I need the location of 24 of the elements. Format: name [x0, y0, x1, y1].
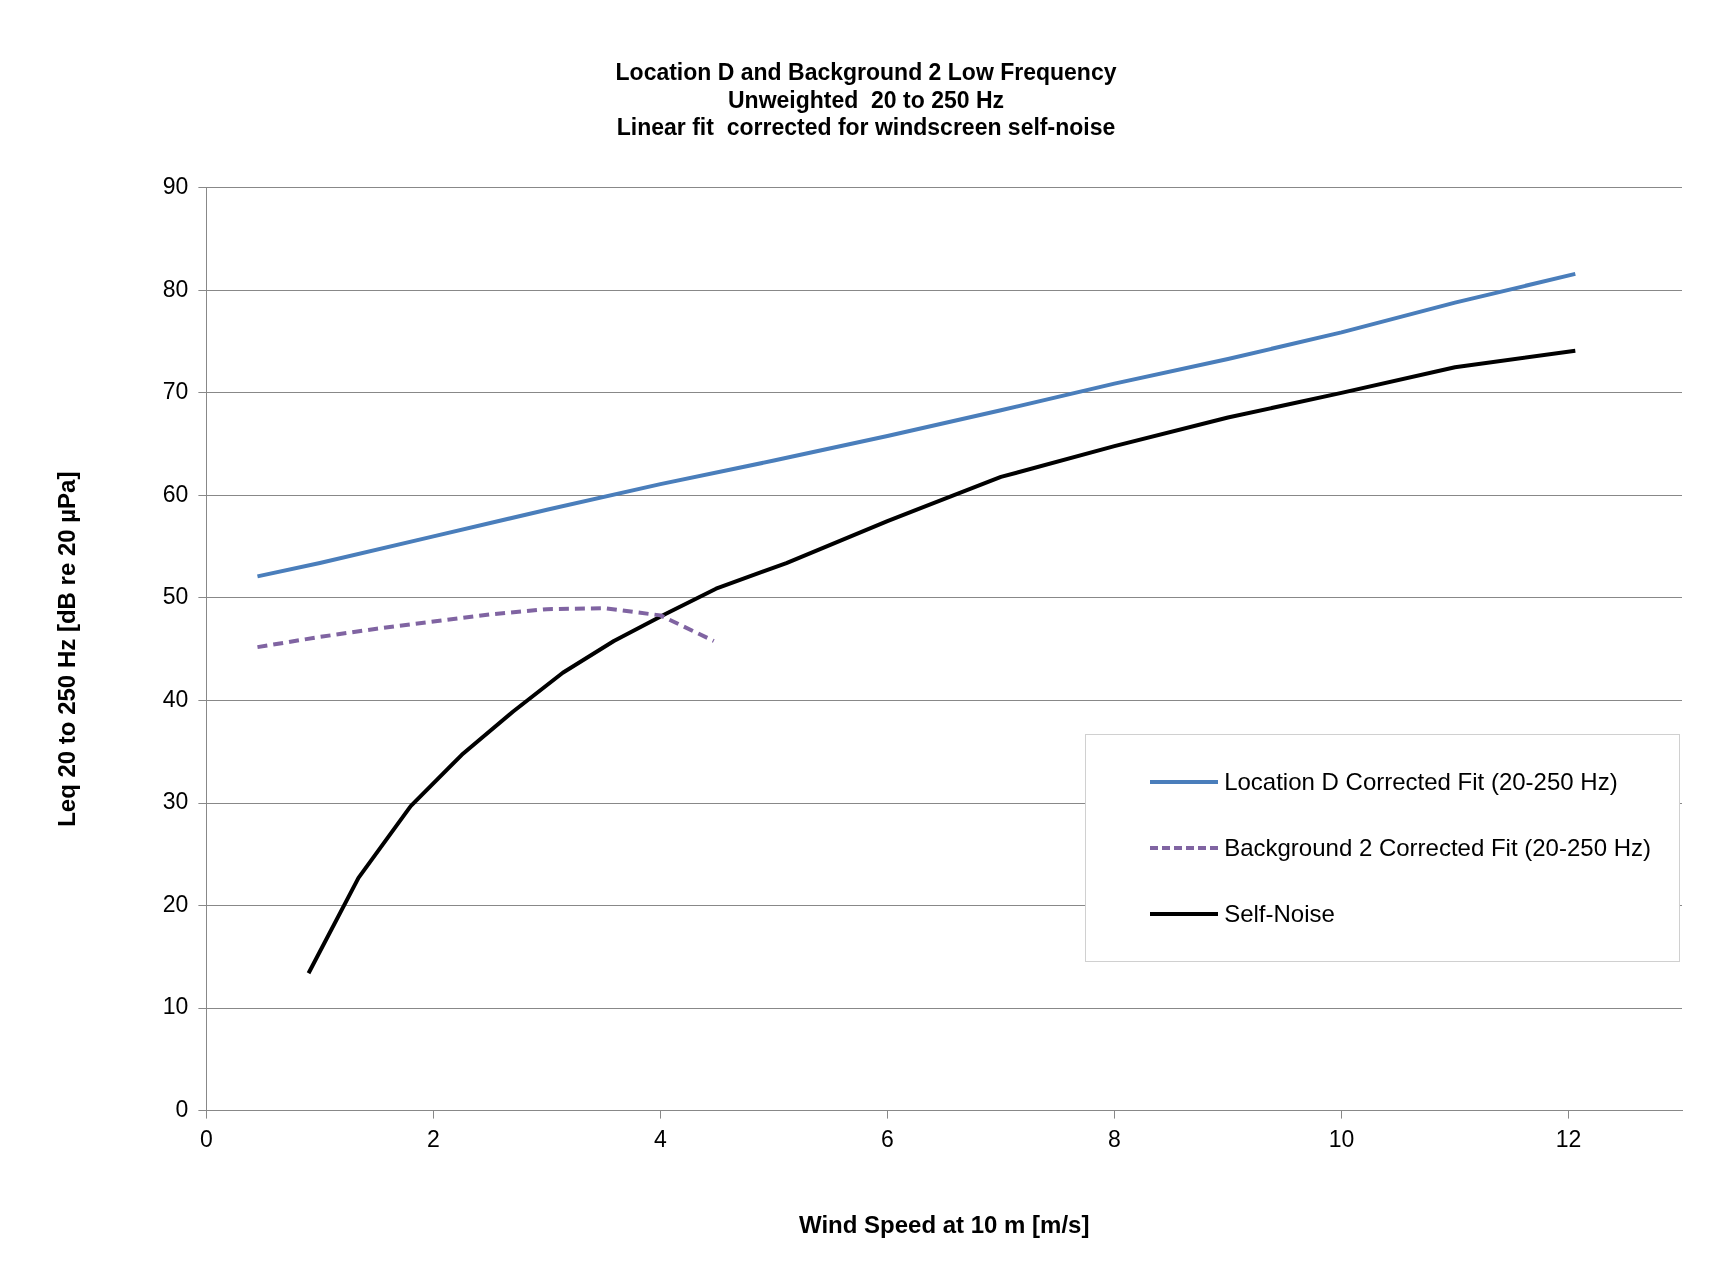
x-axis-title: Wind Speed at 10 m [m/s]	[798, 1211, 1090, 1239]
y-axis-title: Leq 20 to 250 Hz [dB re 20 µPa]	[53, 471, 81, 827]
x-tick-label: 6	[881, 1125, 894, 1152]
y-tick-label: 80	[162, 275, 189, 302]
x-tick-label: 10	[1328, 1125, 1355, 1152]
y-tick-label: 10	[162, 993, 189, 1020]
legend-label: Location D Corrected Fit (20-250 Hz)	[1224, 768, 1618, 796]
x-tick-label: 0	[199, 1125, 213, 1152]
y-tick-label: 30	[162, 788, 189, 815]
y-tick-label: 50	[162, 583, 189, 610]
y-tick-label: 20	[162, 890, 189, 917]
legend-label: Self-Noise	[1224, 900, 1335, 928]
x-tick-label: 2	[427, 1125, 440, 1152]
y-tick-label: 60	[162, 480, 189, 507]
chart-title: Location D and Background 2 Low Frequency Unweighted 20 to 250 Hz Linear fit corrected for windscreen self-noise	[615, 59, 1117, 141]
legend-label: Background 2 Corrected Fit (20-250 Hz)	[1224, 834, 1651, 862]
y-tick-label: 40	[162, 685, 189, 712]
y-tick-label: 0	[175, 1095, 189, 1122]
x-tick-label: 12	[1555, 1125, 1582, 1152]
x-tick-label: 4	[654, 1125, 668, 1152]
y-tick-label: 90	[162, 173, 189, 200]
y-tick-label: 70	[162, 378, 189, 405]
line-series	[255, 606, 716, 650]
x-tick-label: 8	[1108, 1125, 1121, 1152]
